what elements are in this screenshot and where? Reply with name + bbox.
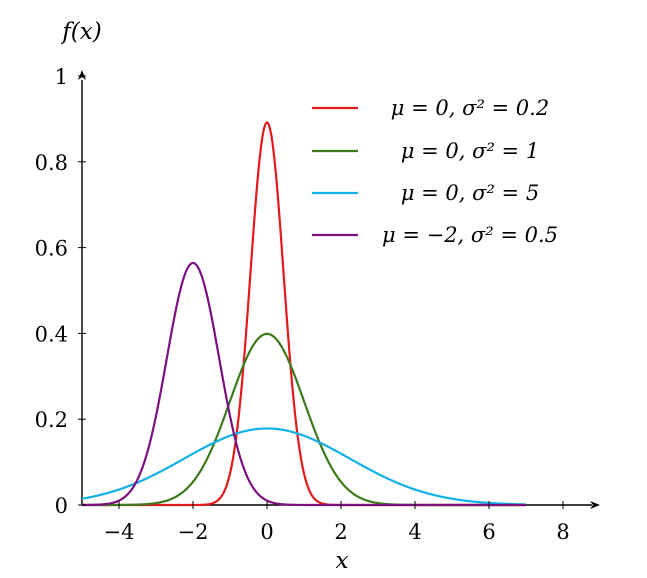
y-tick-label: 0.4: [35, 322, 68, 346]
legend-label-3: μ = 0, σ² = 5: [401, 181, 539, 205]
series-line-2: [82, 332, 526, 507]
legend-label-4: μ = −2, σ² = 0.5: [382, 223, 558, 247]
legend-label-1: μ = 0, σ² = 0.2: [391, 96, 549, 120]
curves: [81, 121, 527, 507]
x-tick-label: 8: [556, 520, 569, 544]
series-line-4: [81, 261, 526, 507]
y-tick-label: 0.6: [35, 237, 68, 261]
y-tick-label: 0.8: [35, 151, 68, 175]
y-axis-arrow: [78, 70, 86, 80]
x-tick-label: 4: [408, 520, 421, 544]
x-tick-label: 6: [482, 520, 495, 544]
ticks: −4 −2 0 2 4 6 8 0 0.2 0.4 0.6 0.8 1: [35, 65, 570, 544]
legend: μ = 0, σ² = 0.2 μ = 0, σ² = 1 μ = 0, σ² = …: [312, 96, 558, 247]
y-axis-label: f(x): [60, 19, 101, 45]
x-tick-label: −4: [104, 520, 135, 544]
x-tick-label: 2: [334, 520, 347, 544]
legend-label-2: μ = 0, σ² = 1: [401, 139, 539, 163]
x-tick-label: −2: [178, 520, 209, 544]
x-tick-label: 0: [260, 520, 273, 544]
series-line-3: [81, 427, 527, 506]
y-tick-label: 1: [55, 65, 68, 89]
y-tick-label: 0.2: [35, 408, 68, 432]
x-axis-label: x: [336, 548, 349, 574]
x-axis-arrow: [590, 501, 600, 509]
axes: [78, 70, 600, 509]
y-tick-label: 0: [55, 494, 68, 518]
